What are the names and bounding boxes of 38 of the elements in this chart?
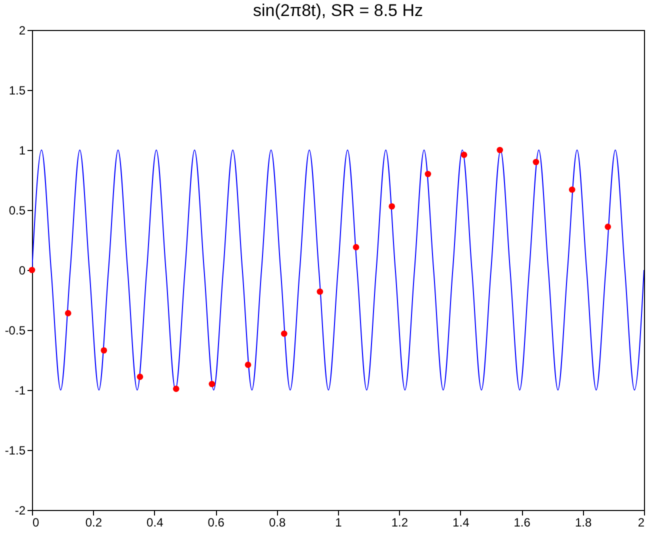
y-tick-label: 0.5: [8, 204, 26, 218]
y-tick-label: 2: [18, 24, 26, 38]
point: [532, 158, 540, 166]
point: [244, 362, 252, 368]
point: [208, 380, 216, 388]
y-tick-label: -1.5: [4, 444, 26, 458]
point: [64, 310, 72, 316]
x-tick-label: 1.8: [574, 516, 592, 530]
y-tick-label: -0.5: [4, 324, 26, 338]
x-tick-label: 1.6: [514, 516, 531, 530]
y-tick-label: 0: [18, 264, 26, 278]
y-tick-label: -1: [14, 384, 26, 398]
x-tick-label: 0: [32, 516, 40, 530]
point: [424, 170, 432, 178]
point: [352, 244, 360, 250]
y-tick-label: 1: [18, 144, 26, 158]
point: [460, 152, 468, 158]
point: [172, 386, 180, 392]
point: [604, 224, 612, 230]
x-tick-label: 0.6: [208, 516, 225, 530]
point: [100, 347, 108, 354]
point: [388, 203, 396, 210]
x-tick-label: 0.2: [85, 516, 102, 530]
x-tick-label: 2: [638, 516, 645, 530]
x-tick-label: 0.4: [146, 516, 164, 530]
chart-title: sin(2π8t), SR = 8.5 Hz: [253, 1, 423, 20]
x-tick-label: 1.4: [452, 516, 470, 530]
point: [568, 186, 576, 193]
x-tick-label: 1.2: [391, 516, 408, 530]
point: [316, 288, 324, 295]
x-tick-label: 1: [335, 516, 342, 530]
x-tick-label: 0.8: [268, 516, 286, 530]
y-tick-label: 1.5: [8, 84, 26, 98]
point: [496, 146, 504, 154]
point: [136, 374, 144, 380]
point: [280, 330, 288, 337]
point: [28, 266, 36, 274]
y-tick-label: -2: [14, 504, 26, 518]
